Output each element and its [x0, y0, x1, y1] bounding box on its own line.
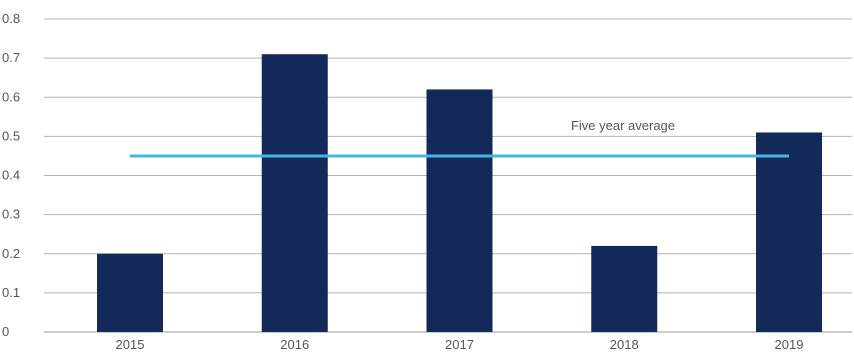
y-tick-label: 0.7 — [2, 50, 20, 65]
bar-2017 — [426, 89, 493, 332]
bar-2015 — [97, 253, 163, 332]
y-tick-label: 0.6 — [2, 89, 20, 104]
bar-2016 — [261, 54, 328, 333]
x-tick-label: 2015 — [116, 337, 145, 352]
y-tick-label: 0.4 — [2, 168, 20, 183]
five-year-average-label: Five year average — [571, 118, 675, 133]
y-tick-label: 0.2 — [2, 246, 20, 261]
x-tick-label: 2019 — [775, 337, 804, 352]
x-tick-label: 2017 — [445, 337, 474, 352]
y-tick-label: 0.5 — [2, 128, 20, 143]
x-axis-tick-labels: 2015 2016 2017 2018 2019 — [116, 337, 804, 352]
x-tick-label: 2018 — [610, 337, 639, 352]
bars — [97, 54, 822, 333]
y-tick-label: 0 — [2, 324, 9, 339]
y-tick-label: 0.8 — [2, 11, 20, 26]
y-tick-label: 0.1 — [2, 285, 20, 300]
bar-2019 — [756, 132, 822, 332]
y-tick-label: 0.3 — [2, 207, 20, 222]
x-tick-label: 2016 — [280, 337, 309, 352]
y-axis-tick-labels: 0 0.1 0.2 0.3 0.4 0.5 0.6 0.7 0.8 — [2, 11, 20, 339]
bar-2018 — [591, 245, 658, 332]
